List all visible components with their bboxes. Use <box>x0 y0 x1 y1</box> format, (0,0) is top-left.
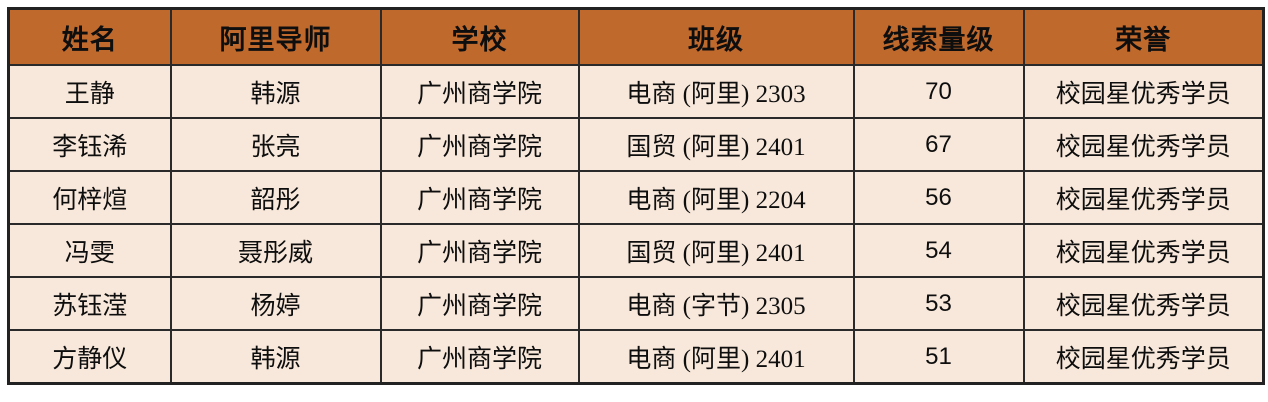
cell-mentor: 聂彤威 <box>169 223 382 278</box>
cell-leads: 70 <box>852 64 1025 119</box>
cell-school: 广州商学院 <box>379 276 580 331</box>
cell-class: 电商 (阿里) 2303 <box>577 64 855 119</box>
cell-leads: 51 <box>852 329 1025 385</box>
cell-mentor: 张亮 <box>169 117 382 172</box>
column-header-honor: 荣誉 <box>1022 7 1265 66</box>
table-body: 王静 韩源 广州商学院 电商 (阿里) 2303 70 校园星优秀学员 李钰浠 张亮 广州商学院… <box>7 64 1265 385</box>
column-header-school: 学校 <box>379 7 580 66</box>
cell-honor: 校园星优秀学员 <box>1022 223 1265 278</box>
table-row: 冯雯 聂彤威 广州商学院 国贸 (阿里) 2401 54 校园星优秀学员 <box>7 223 1265 278</box>
cell-school: 广州商学院 <box>379 117 580 172</box>
cell-class: 国贸 (阿里) 2401 <box>577 223 855 278</box>
cell-name: 王静 <box>7 64 172 119</box>
cell-name: 冯雯 <box>7 223 172 278</box>
cell-school: 广州商学院 <box>379 223 580 278</box>
table-row: 李钰浠 张亮 广州商学院 国贸 (阿里) 2401 67 校园星优秀学员 <box>7 117 1265 172</box>
column-header-mentor: 阿里导师 <box>169 7 382 66</box>
cell-name: 何梓煊 <box>7 170 172 225</box>
cell-name: 李钰浠 <box>7 117 172 172</box>
cell-school: 广州商学院 <box>379 170 580 225</box>
cell-leads: 67 <box>852 117 1025 172</box>
cell-honor: 校园星优秀学员 <box>1022 170 1265 225</box>
table-row: 苏钰滢 杨婷 广州商学院 电商 (字节) 2305 53 校园星优秀学员 <box>7 276 1265 331</box>
table-row: 方静仪 韩源 广州商学院 电商 (阿里) 2401 51 校园星优秀学员 <box>7 329 1265 385</box>
cell-mentor: 杨婷 <box>169 276 382 331</box>
table-row: 何梓煊 韶彤 广州商学院 电商 (阿里) 2204 56 校园星优秀学员 <box>7 170 1265 225</box>
cell-class: 电商 (阿里) 2204 <box>577 170 855 225</box>
cell-honor: 校园星优秀学员 <box>1022 64 1265 119</box>
column-header-class: 班级 <box>577 7 855 66</box>
cell-school: 广州商学院 <box>379 329 580 385</box>
table-row: 王静 韩源 广州商学院 电商 (阿里) 2303 70 校园星优秀学员 <box>7 64 1265 119</box>
cell-class: 国贸 (阿里) 2401 <box>577 117 855 172</box>
cell-name: 方静仪 <box>7 329 172 385</box>
header-row: 姓名 阿里导师 学校 班级 线索量级 荣誉 <box>7 7 1265 66</box>
cell-name: 苏钰滢 <box>7 276 172 331</box>
column-header-leads: 线索量级 <box>852 7 1025 66</box>
cell-honor: 校园星优秀学员 <box>1022 329 1265 385</box>
column-header-name: 姓名 <box>7 7 172 66</box>
cell-leads: 56 <box>852 170 1025 225</box>
cell-class: 电商 (阿里) 2401 <box>577 329 855 385</box>
cell-school: 广州商学院 <box>379 64 580 119</box>
cell-mentor: 韩源 <box>169 329 382 385</box>
cell-leads: 54 <box>852 223 1025 278</box>
cell-honor: 校园星优秀学员 <box>1022 276 1265 331</box>
cell-mentor: 韩源 <box>169 64 382 119</box>
cell-honor: 校园星优秀学员 <box>1022 117 1265 172</box>
cell-mentor: 韶彤 <box>169 170 382 225</box>
student-roster-table: 姓名 阿里导师 学校 班级 线索量级 荣誉 王静 韩源 广州商学院 电商 (阿里) 2303 70… <box>7 7 1265 385</box>
cell-leads: 53 <box>852 276 1025 331</box>
cell-class: 电商 (字节) 2305 <box>577 276 855 331</box>
